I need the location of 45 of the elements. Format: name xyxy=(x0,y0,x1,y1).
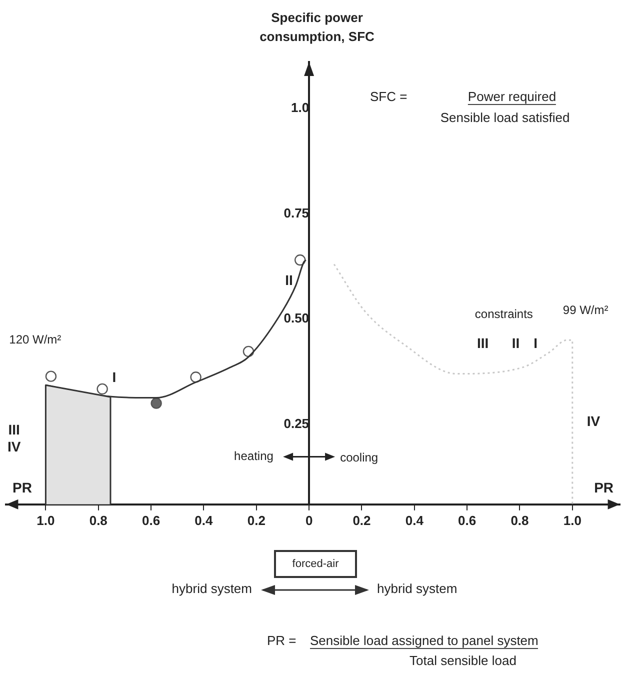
x-tick-label: 0.8 xyxy=(510,512,529,528)
annotation: constraints xyxy=(474,307,533,322)
y-tick-label: 0.50 xyxy=(284,310,310,326)
point xyxy=(150,398,162,409)
x-tick-label: 0.2 xyxy=(352,512,371,528)
x-tick-label: 0.2 xyxy=(247,512,266,528)
annotation: 120 W/m² xyxy=(9,332,62,346)
text: Sensible load assigned to panel system xyxy=(310,633,538,649)
annotation: III xyxy=(477,335,489,352)
point xyxy=(294,254,306,266)
x-tick-label: 1.0 xyxy=(563,512,582,528)
annotation: 99 W/m² xyxy=(562,302,608,317)
annotation: II xyxy=(285,272,293,288)
x-tick-label: 1.0 xyxy=(36,512,55,528)
point xyxy=(190,372,202,383)
point xyxy=(96,383,108,395)
annotation: cooling xyxy=(340,450,378,464)
x-tick-label: 0.6 xyxy=(142,512,160,528)
x-tick-label: 0.4 xyxy=(194,512,214,528)
annotation: III xyxy=(8,422,20,438)
annotation: SFC = xyxy=(370,89,408,105)
text: PR xyxy=(594,479,614,496)
labelled-box: forced-air xyxy=(274,550,357,578)
x-tick-label: 0.8 xyxy=(89,512,108,528)
text: hybrid system xyxy=(172,581,252,597)
x-tick-label: 0.6 xyxy=(458,512,476,528)
annotation: I xyxy=(112,368,116,385)
text: hybrid system xyxy=(377,581,458,597)
annotation: IV xyxy=(7,438,22,454)
annotation: Sensible load satisfied xyxy=(440,110,570,126)
y-axis-title: Specific power consumption, SFC xyxy=(258,9,376,46)
x-tick-label: 0.4 xyxy=(405,512,424,528)
y-tick-label: 0.25 xyxy=(284,416,310,431)
annotation: I xyxy=(534,335,538,352)
text: Total sensible load xyxy=(410,653,516,669)
x-axis-title: PR xyxy=(12,479,32,496)
annotation: II xyxy=(512,335,520,352)
x-tick-label: 0 xyxy=(305,512,313,528)
text: PR = xyxy=(267,633,296,649)
annotation: IV xyxy=(586,413,601,430)
point xyxy=(45,370,57,382)
annotation: Power required xyxy=(468,89,556,105)
annotation: heating xyxy=(234,449,274,464)
y-tick-label: 1.0 xyxy=(290,100,310,115)
y-tick-label: 0.75 xyxy=(284,205,310,220)
